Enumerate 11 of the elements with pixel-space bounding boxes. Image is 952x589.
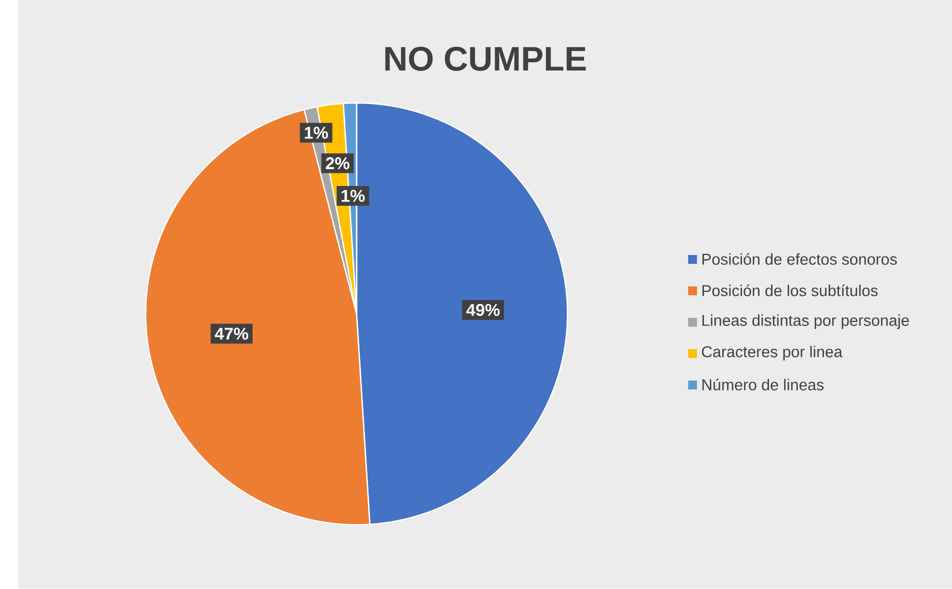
data-label: 1% [342, 190, 365, 202]
data-label: 1% [304, 127, 328, 139]
legend-label: Posición de los subtítulos [702, 284, 878, 296]
chart-title: NO CUMPLE [385, 47, 586, 72]
legend-label: Número de lineas [702, 378, 824, 391]
data-label: 49% [466, 304, 500, 316]
data-label: 2% [326, 157, 350, 170]
data-label: 47% [214, 328, 248, 340]
legend-label: Posición de efectos sonoros [702, 253, 897, 266]
legend-label: Lineas distintas por personaje [702, 314, 909, 330]
legend-label: Caracteres por linea [702, 346, 842, 361]
